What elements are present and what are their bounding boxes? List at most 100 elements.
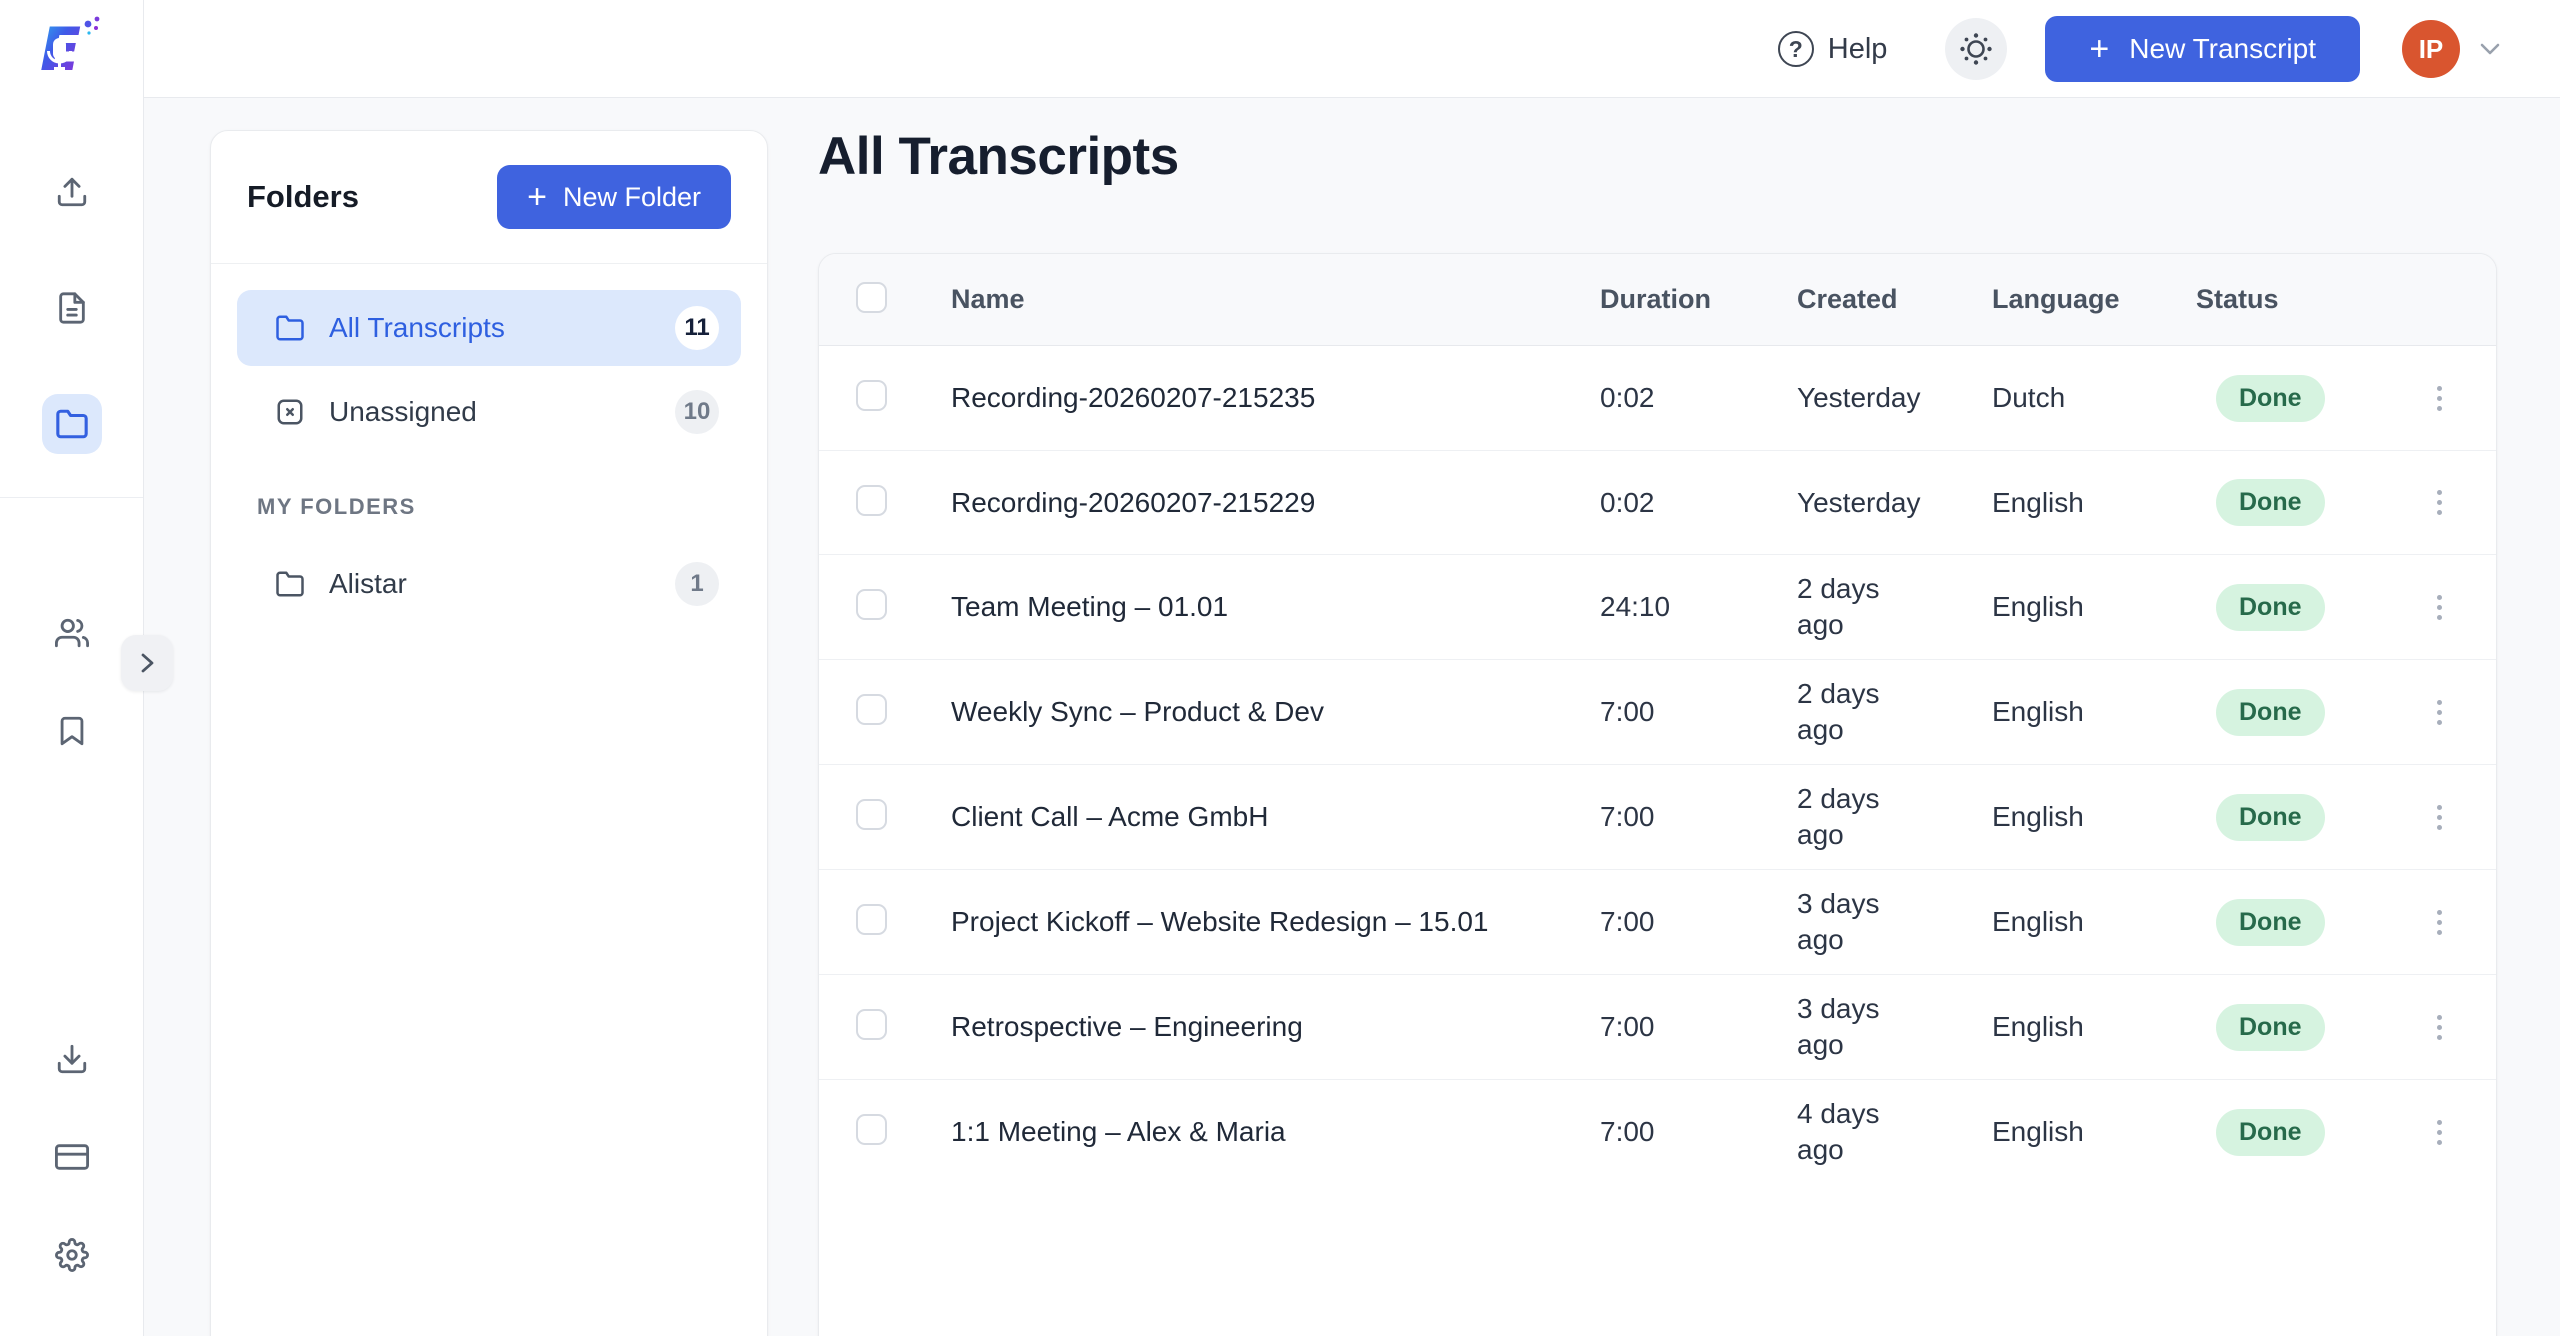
user-avatar[interactable]: IP [2402, 20, 2460, 78]
row-actions-menu-button[interactable] [2411, 894, 2467, 950]
folder-icon [276, 315, 304, 341]
table-row[interactable]: Client Call – Acme GmbH 7:00 2 days ago … [819, 764, 2496, 869]
row-checkbox[interactable] [856, 799, 887, 830]
row-actions-menu-button[interactable] [2411, 1104, 2467, 1160]
transcript-duration: 0:02 [1600, 382, 1655, 413]
transcript-created: 2 days ago [1797, 678, 1880, 745]
sun-icon [1960, 33, 1993, 65]
folder-icon [55, 409, 88, 439]
transcript-created: 3 days ago [1797, 993, 1880, 1060]
rail-button-credit-card[interactable] [42, 1127, 102, 1187]
upload-icon [57, 177, 86, 207]
select-all-checkbox[interactable] [856, 281, 887, 313]
plus-icon: + [527, 178, 547, 216]
new-folder-button[interactable]: + New Folder [497, 165, 731, 229]
row-checkbox[interactable] [856, 589, 887, 620]
row-checkbox[interactable] [856, 380, 887, 411]
rail-button-settings-gear[interactable] [42, 1225, 102, 1285]
row-actions-menu-button[interactable] [2411, 999, 2467, 1055]
status-badge: Done [2216, 688, 2325, 736]
app-logo[interactable]: E [0, 0, 144, 98]
column-header-language: Language [1992, 284, 2120, 314]
row-checkbox[interactable] [856, 904, 887, 935]
transcript-duration: 0:02 [1600, 486, 1655, 518]
transcripts-table: Name Duration Created Language Status Re… [818, 253, 2497, 1336]
new-folder-label: New Folder [562, 181, 701, 212]
row-checkbox[interactable] [856, 694, 887, 725]
status-badge: Done [2216, 898, 2325, 946]
table-row[interactable]: 1:1 Meeting – Alex & Maria 7:00 4 days a… [819, 1079, 2496, 1184]
row-checkbox[interactable] [856, 484, 887, 516]
transcript-created: 2 days ago [1797, 783, 1880, 850]
transcript-name: Team Meeting – 01.01 [951, 591, 1229, 622]
download-icon [57, 1044, 86, 1074]
transcript-duration: 7:00 [1600, 1011, 1655, 1042]
transcript-name: Retrospective – Engineering [951, 1011, 1303, 1042]
credit-card-icon [54, 1144, 89, 1170]
users-icon [54, 618, 89, 648]
folders-panel: Folders + New Folder All Transcripts 11 Un… [210, 130, 768, 1336]
transcript-duration: 7:00 [1600, 801, 1655, 832]
folder-item-alistar[interactable]: Alistar 1 [237, 546, 741, 622]
folder-icon [276, 571, 304, 597]
transcript-duration: 7:00 [1600, 696, 1655, 727]
table-row[interactable]: Weekly Sync – Product & Dev 7:00 2 days … [819, 659, 2496, 764]
rail-button-folder[interactable] [41, 394, 102, 454]
chevron-down-icon [2480, 43, 2500, 55]
row-actions-menu-button[interactable] [2411, 579, 2467, 635]
new-transcript-button[interactable]: + New Transcript [2045, 16, 2360, 82]
row-actions-menu-button[interactable] [2411, 789, 2467, 845]
transcript-created: Yesterday [1797, 382, 1921, 413]
column-header-created: Created [1797, 284, 1898, 314]
rail-button-download[interactable] [42, 1029, 102, 1089]
chevron-right-icon [141, 653, 154, 673]
transcript-created: Yesterday [1797, 486, 1921, 518]
theme-toggle-button[interactable] [1945, 18, 2008, 80]
table-row[interactable]: Project Kickoff – Website Redesign – 15.… [819, 869, 2496, 974]
row-checkbox[interactable] [856, 1114, 887, 1145]
plus-icon: + [2089, 30, 2110, 68]
transcript-language: English [1992, 1011, 2084, 1042]
table-row[interactable]: Retrospective – Engineering 7:00 3 days … [819, 974, 2496, 1079]
transcript-created: 2 days ago [1797, 573, 1880, 640]
rail-button-file-text[interactable] [42, 278, 102, 338]
table-row[interactable]: Recording-20260207-215235 0:02 Yesterday… [819, 346, 2496, 450]
table-body: Recording-20260207-215235 0:02 Yesterday… [819, 346, 2496, 1184]
rail-button-upload[interactable] [42, 162, 102, 222]
row-actions-menu-button[interactable] [2411, 475, 2467, 531]
rail-button-bookmark[interactable] [42, 701, 102, 761]
table-row[interactable]: Recording-20260207-215229 0:02 Yesterday… [819, 450, 2496, 554]
profile-menu-caret[interactable] [2478, 41, 2502, 57]
folder-item-all-transcripts[interactable]: All Transcripts 11 [237, 290, 741, 366]
sidebar-expand-button[interactable] [121, 635, 173, 691]
row-actions-menu-button[interactable] [2411, 370, 2467, 426]
folder-item-unassigned[interactable]: Unassigned 10 [237, 374, 741, 450]
folder-count-badge: 11 [675, 306, 719, 350]
table-header-row: Name Duration Created Language Status [819, 254, 2496, 346]
column-header-status: Status [2196, 284, 2279, 314]
settings-gear-icon [54, 1238, 89, 1272]
transcript-language: English [1992, 486, 2084, 518]
folder-count-badge: 10 [675, 390, 719, 434]
status-badge: Done [2216, 793, 2325, 841]
row-actions-menu-button[interactable] [2411, 684, 2467, 740]
transcript-language: English [1992, 696, 2084, 727]
table-row[interactable]: Team Meeting – 01.01 24:10 2 days ago En… [819, 554, 2496, 659]
row-checkbox[interactable] [856, 1009, 887, 1040]
x-square-icon [277, 399, 303, 425]
folders-list: All Transcripts 11 Unassigned 10 [211, 264, 767, 450]
rail-button-users[interactable] [42, 603, 102, 663]
status-badge: Done [2216, 1003, 2325, 1051]
rail-top-group [0, 162, 143, 454]
transcript-name: Weekly Sync – Product & Dev [951, 696, 1324, 727]
column-header-name: Name [951, 284, 1025, 314]
status-badge: Done [2216, 479, 2325, 526]
rail-bottom-group [0, 1029, 143, 1285]
my-folders-list: Alistar 1 [211, 546, 767, 622]
transcript-name: Recording-20260207-215235 [951, 382, 1316, 413]
page-title: All Transcripts [818, 127, 1179, 186]
folders-title: Folders [247, 179, 359, 214]
transcript-language: English [1992, 906, 2084, 937]
help-button[interactable]: ? Help [1777, 31, 1887, 67]
transcript-name: Client Call – Acme GmbH [951, 801, 1269, 832]
